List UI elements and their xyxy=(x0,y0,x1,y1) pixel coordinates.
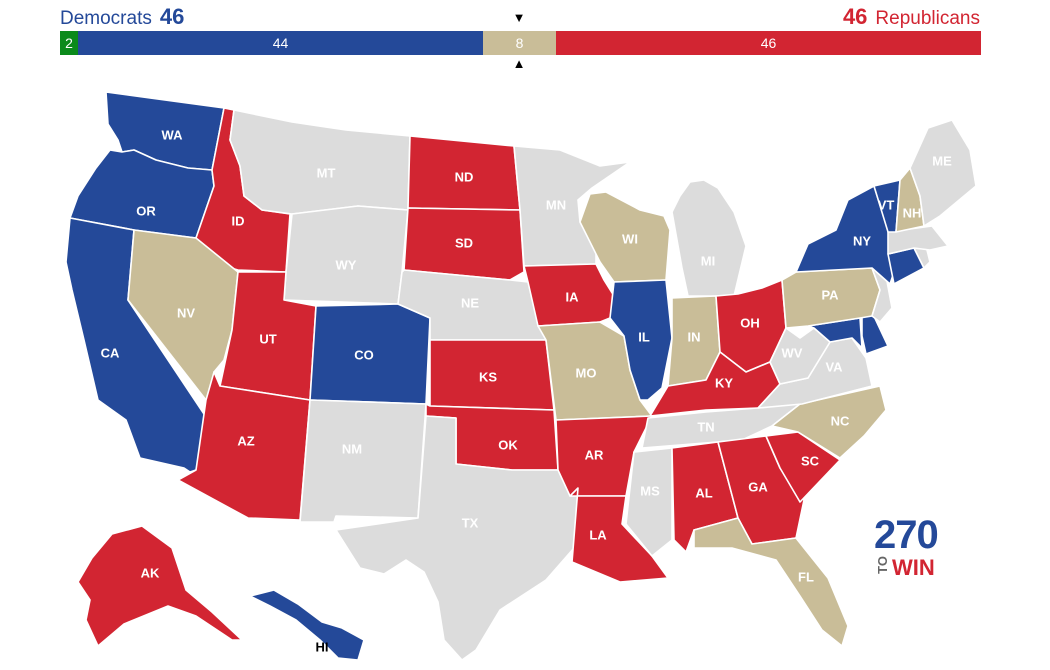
state-label-mn: MN xyxy=(546,197,566,212)
state-label-ut: UT xyxy=(259,331,276,346)
state-label-id: ID xyxy=(232,213,245,228)
democrats-label: Democrats xyxy=(60,8,152,29)
state-label-nd: ND xyxy=(455,169,474,184)
majority-marker-down-icon: ▼ xyxy=(512,10,526,25)
state-il[interactable] xyxy=(609,279,673,401)
state-sc[interactable] xyxy=(765,431,841,503)
logo-to: TO xyxy=(875,556,890,574)
seat-balance-bar: 2 44 8 46 xyxy=(60,31,981,55)
state-label-ca: CA xyxy=(101,345,120,360)
state-label-az: AZ xyxy=(237,433,254,448)
state-label-in: IN xyxy=(688,329,701,344)
state-hi[interactable] xyxy=(249,589,365,661)
state-wy[interactable] xyxy=(283,205,409,305)
state-label-ia: IA xyxy=(566,289,580,304)
independent-seats-segment[interactable]: 2 xyxy=(60,31,78,55)
republicans-label: Republicans xyxy=(875,8,980,29)
state-label-vt: VT xyxy=(878,197,895,212)
state-label-hi: HI xyxy=(316,639,329,654)
state-label-nc: NC xyxy=(831,413,850,428)
state-label-al: AL xyxy=(695,485,712,500)
270towin-logo: 270 TO WIN xyxy=(874,513,939,580)
state-label-wv: WV xyxy=(782,345,803,360)
state-label-ms: MS xyxy=(640,483,660,498)
democrats-total: 46 xyxy=(159,4,185,29)
logo-number: 270 xyxy=(874,513,939,557)
state-label-sc: SC xyxy=(801,453,820,468)
state-co[interactable] xyxy=(309,303,431,405)
state-label-or: OR xyxy=(136,203,156,218)
state-nm[interactable] xyxy=(299,399,427,523)
state-label-fl: FL xyxy=(798,569,814,584)
state-label-nm: NM xyxy=(342,441,362,456)
state-label-il: IL xyxy=(638,329,650,344)
state-ma[interactable] xyxy=(887,225,949,255)
state-ms[interactable] xyxy=(625,447,673,557)
state-label-pa: PA xyxy=(821,287,839,302)
state-label-nh: NH xyxy=(903,205,922,220)
democrats-header: Democrats 46 xyxy=(60,4,184,30)
state-me[interactable] xyxy=(909,119,977,227)
state-label-mi: MI xyxy=(701,253,715,268)
state-label-tx: TX xyxy=(462,515,479,530)
republicans-total: 46 xyxy=(842,4,868,29)
state-label-ok: OK xyxy=(498,437,518,452)
state-mn[interactable] xyxy=(513,145,631,267)
state-label-mt: MT xyxy=(317,165,336,180)
state-label-oh: OH xyxy=(740,315,760,330)
state-label-ny: NY xyxy=(853,233,871,248)
state-label-ak: AK xyxy=(141,565,160,580)
state-label-wy: WY xyxy=(336,257,357,272)
majority-marker-up-icon: ▲ xyxy=(512,56,526,71)
state-wi[interactable] xyxy=(579,191,671,283)
state-label-ga: GA xyxy=(748,479,768,494)
republicans-header: 46 Republicans xyxy=(843,4,980,30)
logo-win: WIN xyxy=(892,555,935,580)
state-ak[interactable] xyxy=(77,525,243,647)
state-sd[interactable] xyxy=(403,207,525,281)
tossup-seats-segment[interactable]: 8 xyxy=(483,31,556,55)
state-label-mo: MO xyxy=(576,365,597,380)
state-label-va: VA xyxy=(825,359,843,374)
state-tx[interactable] xyxy=(335,415,579,661)
state-label-la: LA xyxy=(589,527,607,542)
state-label-ar: AR xyxy=(585,447,604,462)
state-fl[interactable] xyxy=(693,517,849,647)
state-label-me: ME xyxy=(932,153,952,168)
state-ca[interactable] xyxy=(65,217,221,473)
state-mt[interactable] xyxy=(229,109,411,215)
state-label-wi: WI xyxy=(622,231,638,246)
state-label-ks: KS xyxy=(479,369,497,384)
state-label-ne: NE xyxy=(461,295,479,310)
state-label-ky: KY xyxy=(715,375,733,390)
democrat-seats-segment[interactable]: 44 xyxy=(78,31,483,55)
state-la[interactable] xyxy=(569,487,669,583)
state-label-tn: TN xyxy=(697,419,714,434)
state-label-nv: NV xyxy=(177,305,195,320)
state-label-wa: WA xyxy=(162,127,184,142)
state-mi[interactable] xyxy=(671,179,747,297)
republican-seats-segment[interactable]: 46 xyxy=(556,31,981,55)
state-nv[interactable] xyxy=(127,229,239,401)
state-label-co: CO xyxy=(354,347,374,362)
state-label-sd: SD xyxy=(455,235,473,250)
